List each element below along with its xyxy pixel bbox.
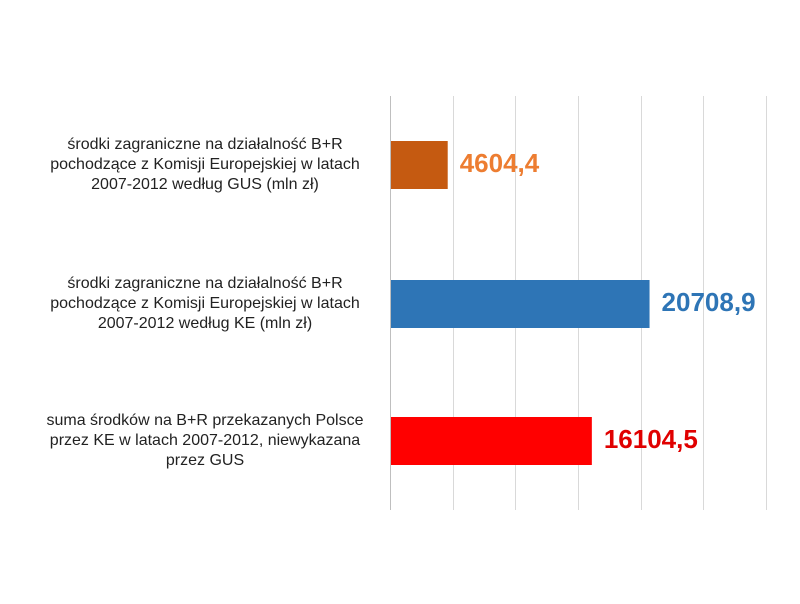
category-label-1: środki zagraniczne na działalność B+R po… bbox=[50, 136, 360, 193]
bar-3 bbox=[391, 417, 592, 465]
category-label-3: suma środków na B+R przekazanych Polsce … bbox=[46, 412, 364, 469]
data-label-3: 16104,5 bbox=[603, 424, 698, 454]
data-label-2: 20708,9 bbox=[661, 287, 756, 317]
bar-1 bbox=[391, 141, 448, 189]
category-label-2: środki zagraniczne na działalność B+R po… bbox=[50, 275, 360, 332]
data-label-1: 4604,4 bbox=[459, 148, 540, 178]
bar-2 bbox=[391, 280, 650, 328]
